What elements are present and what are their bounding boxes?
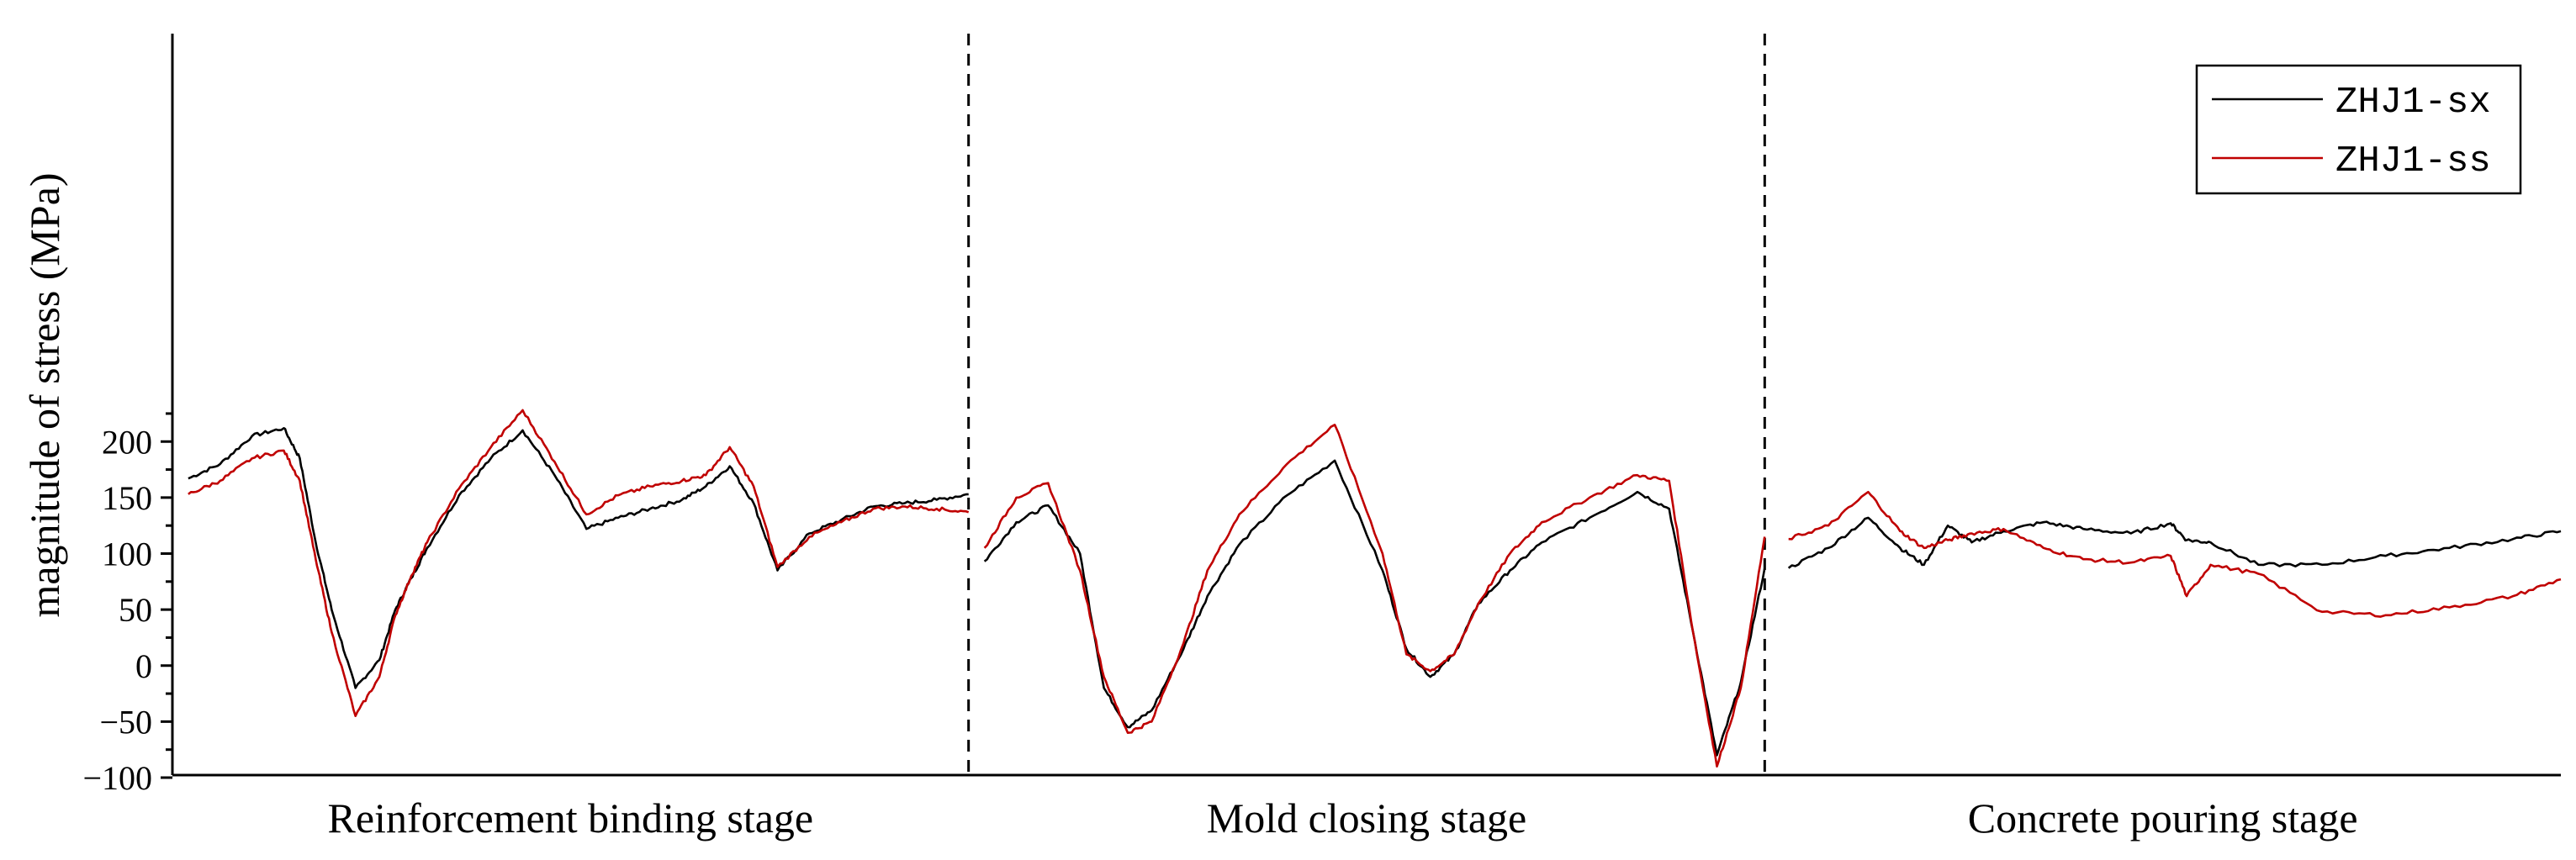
- stage-label: Concrete pouring stage: [1968, 794, 2358, 842]
- stage-label: Mold closing stage: [1207, 794, 1527, 842]
- y-tick-label: 150: [102, 479, 152, 517]
- series-line-zhj1-ss: [188, 409, 2562, 768]
- y-tick-label: −100: [82, 759, 152, 797]
- series-line-zhj1-sx: [188, 427, 2562, 757]
- y-axis-title: magnitude of stress (MPa): [21, 172, 68, 617]
- stage-label: Reinforcement binding stage: [328, 794, 814, 842]
- series-lines: [188, 409, 2562, 768]
- legend-label: ZHJ1-ss: [2335, 140, 2491, 182]
- legend-label: ZHJ1-sx: [2335, 82, 2491, 124]
- y-tick-label: 100: [102, 536, 152, 573]
- stage-dividers: [967, 34, 1766, 775]
- stage-labels: Reinforcement binding stage Mold closing …: [328, 794, 2358, 842]
- y-tick-label: −50: [99, 703, 152, 741]
- y-tick-label: 200: [102, 423, 152, 461]
- axes: −100 −50 0 50 100 150 200: [82, 34, 2561, 797]
- legend-box: [2195, 64, 2522, 195]
- legend: ZHJ1-sx ZHJ1-ss: [2195, 64, 2522, 195]
- y-tick-label: 0: [135, 647, 152, 685]
- y-tick-label: 50: [119, 591, 152, 629]
